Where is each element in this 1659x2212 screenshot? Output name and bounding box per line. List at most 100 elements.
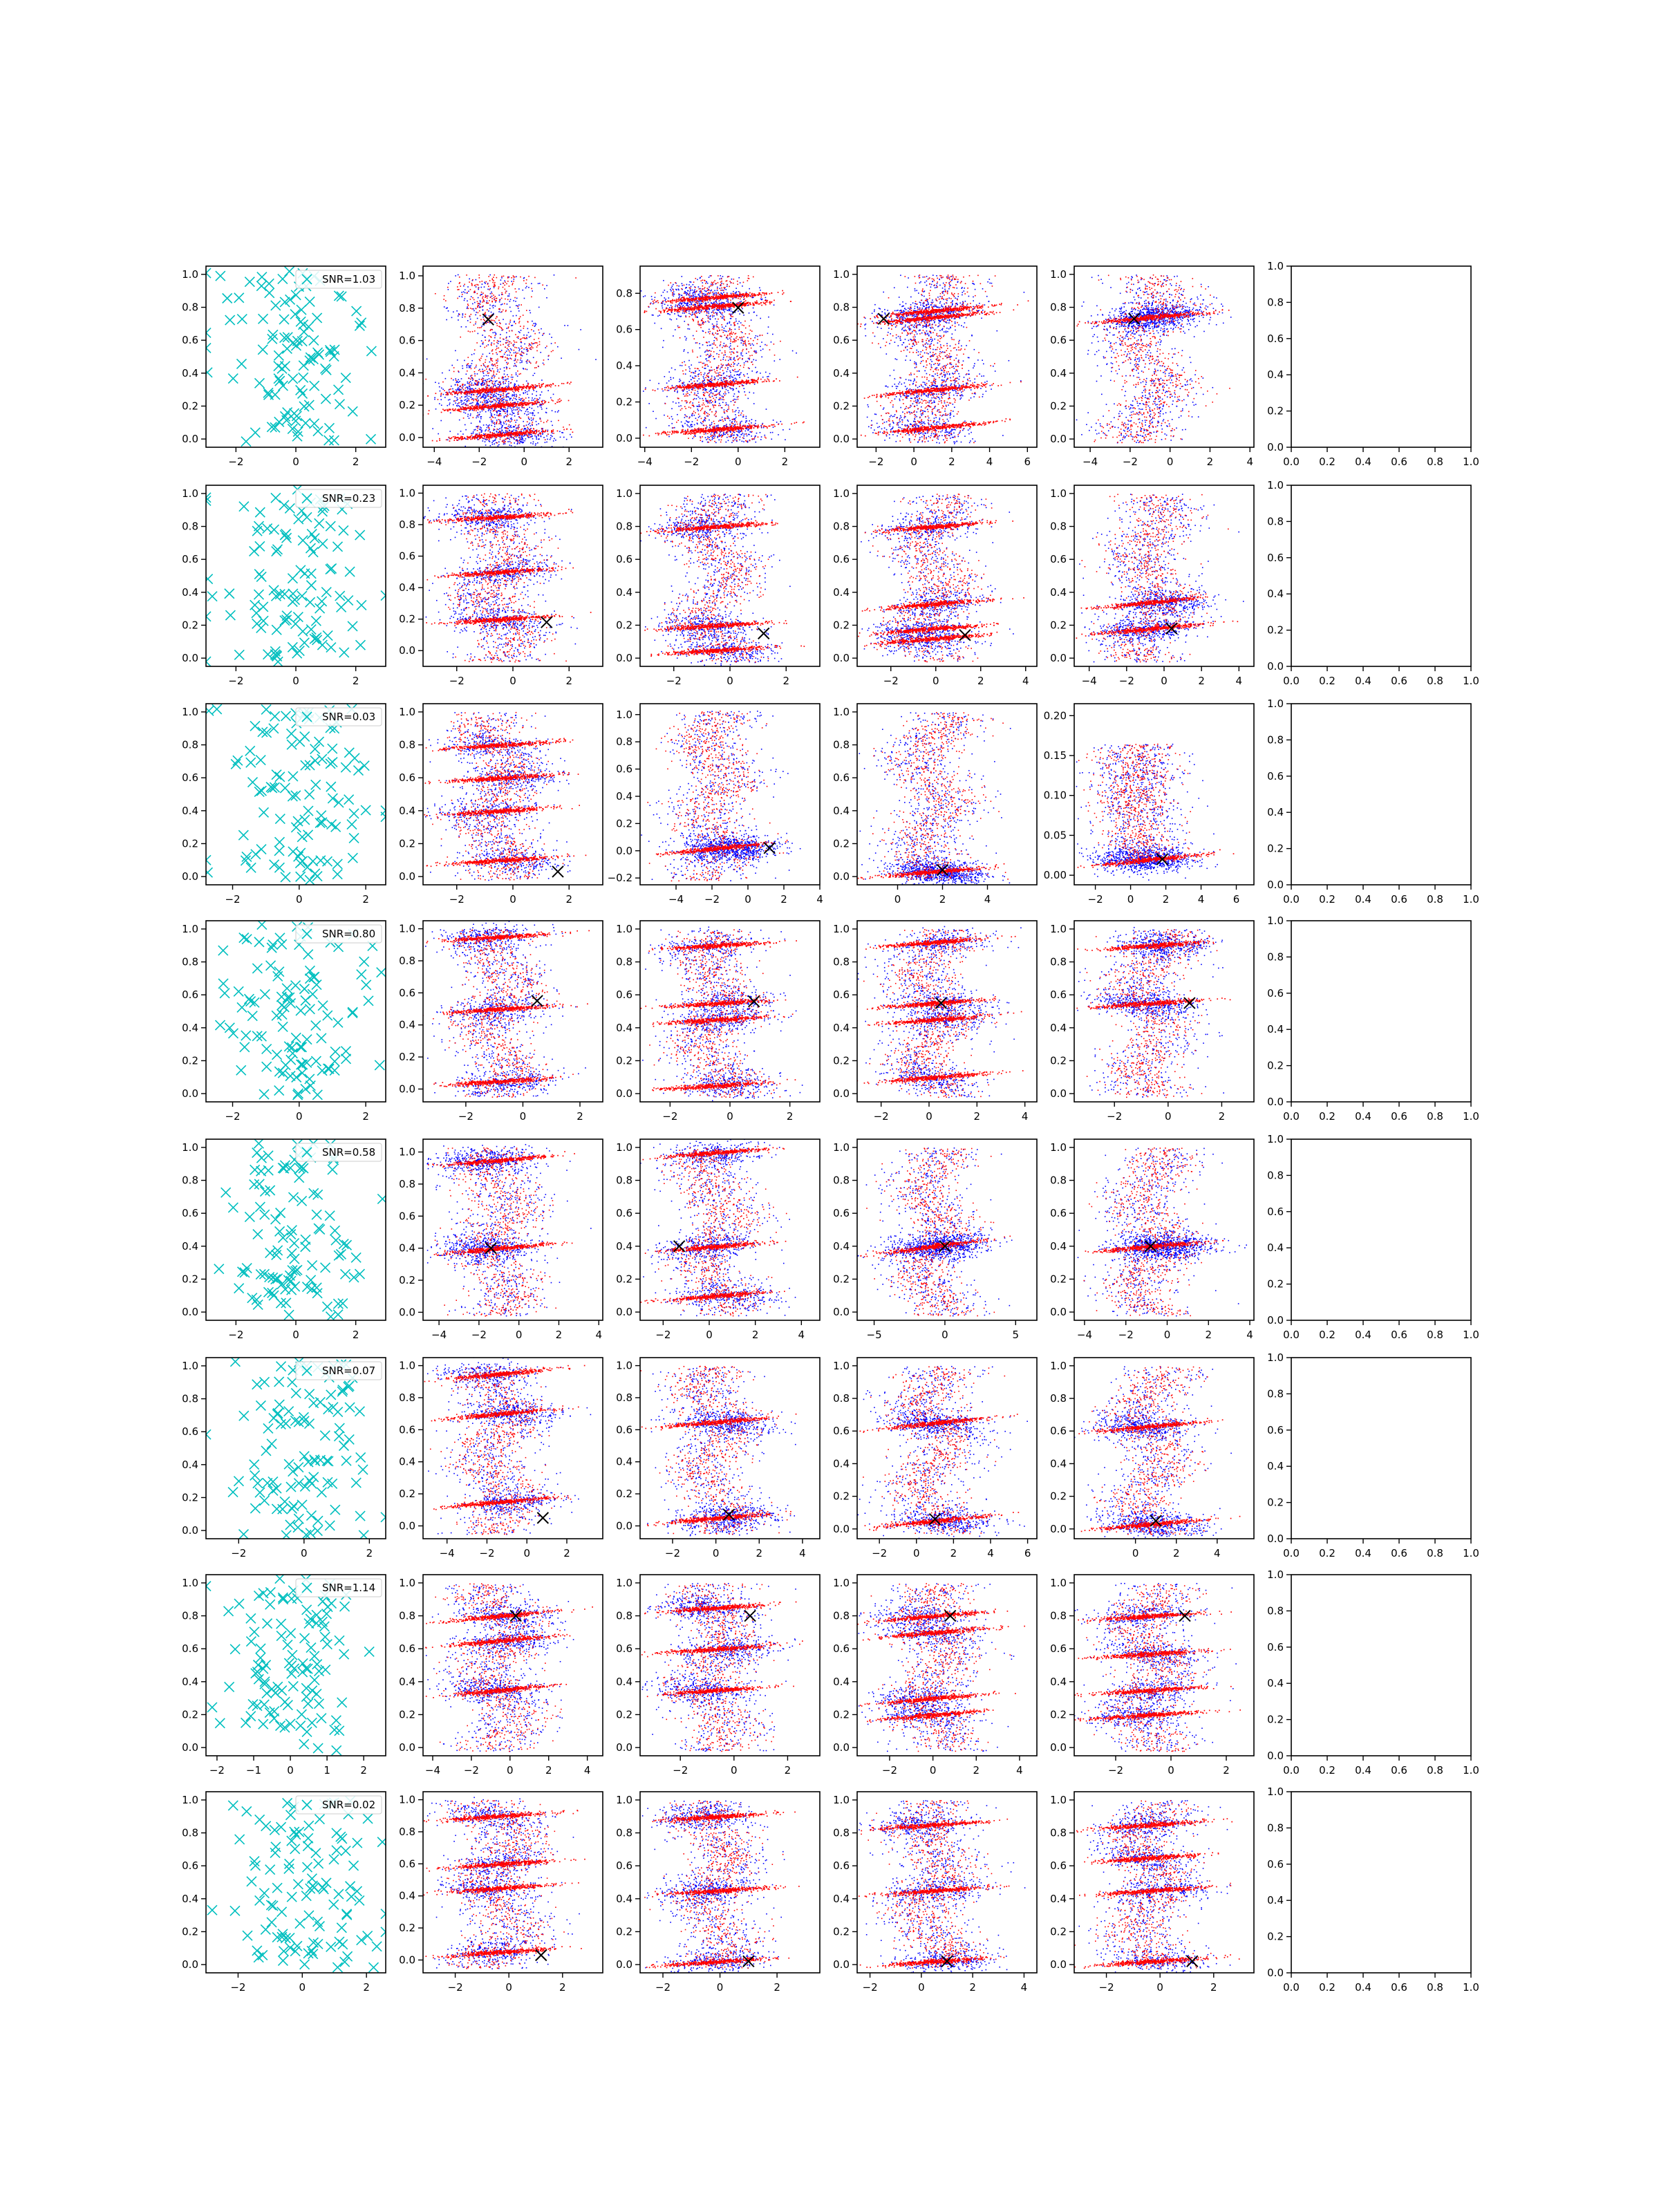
point-red-band [522, 433, 523, 435]
point-red [521, 357, 522, 359]
point-red [491, 382, 493, 384]
point-red [465, 404, 467, 406]
point-red-band [515, 406, 516, 407]
point-blue [690, 297, 691, 298]
point-blue [789, 429, 791, 430]
point-red-band [492, 391, 494, 393]
point-blue [484, 286, 485, 288]
point-red [480, 360, 481, 362]
axes-frame [423, 266, 603, 447]
point-blue [735, 417, 737, 418]
point-blue [520, 359, 521, 361]
point-blue [712, 332, 713, 334]
point-blue [517, 442, 518, 443]
point-blue [689, 304, 691, 306]
point-red-band [486, 438, 487, 439]
point-red [496, 317, 498, 318]
point-red [521, 354, 522, 355]
point-blue [706, 427, 708, 428]
point-blue [514, 429, 515, 431]
point-blue [554, 438, 555, 440]
point-red [731, 315, 732, 316]
point-red [481, 281, 482, 282]
point-red [505, 343, 507, 344]
point-blue [712, 439, 713, 440]
point-blue [707, 283, 709, 284]
point-blue [720, 299, 722, 301]
point-red [538, 366, 539, 367]
point-red-band [549, 384, 550, 386]
point-blue [486, 356, 487, 357]
point-red-band [490, 435, 491, 437]
point-blue [522, 435, 523, 437]
point-blue [478, 404, 480, 406]
point-blue [516, 373, 517, 374]
point-red-band [512, 404, 514, 406]
point-red-band [487, 434, 489, 435]
point-red-band [490, 438, 491, 439]
point-blue [722, 395, 723, 397]
point-red-band [478, 393, 480, 394]
point-red [542, 285, 543, 286]
point-blue [688, 310, 690, 312]
point-red [563, 427, 564, 428]
point-red-band [529, 433, 531, 435]
point-blue [654, 323, 655, 324]
point-blue [704, 419, 705, 420]
point-red-band [455, 409, 456, 410]
point-red-band [569, 383, 570, 384]
point-red [474, 371, 476, 373]
point-red-band [478, 435, 479, 437]
point-blue [518, 385, 519, 386]
point-red [496, 411, 497, 412]
point-blue [749, 312, 750, 314]
point-blue [496, 393, 497, 394]
point-blue [518, 350, 520, 352]
point-blue [705, 437, 706, 438]
point-blue [522, 442, 523, 444]
point-red [459, 388, 460, 390]
point-red [514, 341, 516, 343]
point-blue [721, 434, 722, 435]
point-blue [479, 429, 480, 430]
point-blue [532, 413, 533, 414]
point-blue [702, 282, 703, 283]
point-blue [483, 375, 485, 377]
point-red [487, 384, 488, 386]
point-blue [733, 359, 734, 360]
sample-marker [278, 274, 288, 284]
point-red-band [458, 391, 460, 393]
point-blue [745, 361, 747, 362]
point-red [518, 413, 519, 415]
point-blue [535, 444, 536, 446]
point-red [519, 354, 521, 355]
point-red [503, 442, 505, 444]
point-blue [536, 436, 537, 438]
point-red [523, 399, 525, 400]
point-blue [470, 415, 471, 416]
point-blue [698, 373, 700, 375]
point-blue [516, 305, 517, 306]
point-blue [714, 292, 715, 294]
point-blue [677, 414, 678, 415]
point-red [505, 292, 507, 294]
point-blue [501, 429, 503, 431]
point-red [489, 289, 490, 290]
point-blue [522, 290, 523, 291]
point-blue [677, 391, 678, 392]
point-blue [508, 381, 509, 382]
point-blue [747, 435, 748, 437]
point-red-band [545, 386, 547, 388]
point-blue [767, 332, 769, 334]
point-blue [536, 424, 538, 426]
point-red-band [519, 404, 521, 405]
point-blue [708, 292, 709, 294]
point-blue [506, 362, 507, 364]
point-blue [503, 395, 504, 396]
point-blue [510, 348, 512, 350]
point-blue [724, 409, 725, 411]
sample-marker [321, 394, 330, 404]
point-blue [741, 421, 742, 422]
point-blue [747, 337, 749, 339]
point-blue [727, 300, 729, 301]
